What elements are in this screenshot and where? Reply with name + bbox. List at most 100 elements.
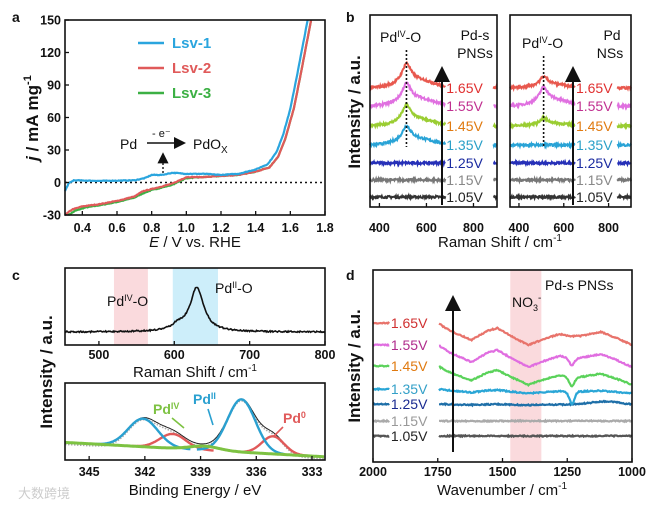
x-label-text: Raman Shift / cm	[133, 364, 248, 381]
x-label-text: Raman Shift / cm	[438, 234, 553, 251]
raman-spectrum-line	[64, 286, 326, 334]
spectrum-line-1.35V	[369, 124, 447, 149]
potential-label: 1.45V	[576, 118, 613, 134]
ftir-line-1.05V	[438, 433, 632, 439]
panel-b-left-title-line2: PNSs	[457, 45, 493, 61]
ftir-line-1.45V	[372, 364, 390, 368]
y-label-rest: / mA mg	[23, 85, 42, 156]
x-tick-label: 600	[553, 221, 574, 235]
ftir-line-1.05V	[372, 434, 390, 439]
annotation-pdox: PdOX	[193, 136, 228, 156]
spectrum-line-1.45V	[509, 113, 576, 130]
x-tick-label: 800	[315, 348, 336, 362]
x-tick-label: 800	[598, 221, 619, 235]
x-tick-label: 2000	[359, 465, 387, 479]
band-label-tail: -O	[133, 293, 149, 309]
x-tick-label: 400	[509, 221, 530, 235]
spectrum-line-1.45V	[616, 121, 632, 131]
ftir-line-1.45V	[438, 365, 632, 388]
xps-arrow-pd-0	[272, 426, 284, 438]
panel-c-y-axis-label: Intensity / a.u.	[37, 315, 56, 428]
plot-frame	[64, 267, 326, 346]
ftir-line-1.65V	[372, 321, 391, 326]
ftir-line-1.25V	[439, 399, 632, 408]
y-tick-label: -30	[43, 209, 61, 223]
spectrum-line-1.65V	[616, 84, 632, 92]
label-sup: II	[211, 391, 216, 401]
x-tick-label: 0.4	[74, 221, 91, 235]
x-tick-label: 600	[164, 348, 185, 362]
panel-d-x-axis-label: Wavenumber / cm-1	[437, 481, 567, 499]
potential-label: 1.65V	[576, 80, 613, 96]
ftir-line-1.55V	[438, 344, 633, 369]
y-tick-label: 150	[40, 14, 61, 28]
watermark: 大数跨境	[18, 486, 70, 501]
band-label-nitrate: NO3-	[512, 293, 541, 313]
xps-component-ii	[95, 417, 191, 451]
band-label-sup: II	[232, 280, 237, 290]
x-tick-label: 1250	[553, 465, 581, 479]
peak-label-tail: -O	[406, 29, 422, 45]
x-tick-label: 1.6	[282, 221, 299, 235]
panel-b-y-axis-label: Intensity / a.u.	[345, 55, 364, 168]
band-label-sup: IV	[124, 293, 133, 303]
spectrum-line-1.55V	[369, 81, 446, 110]
band-label-base: Pd	[107, 293, 124, 309]
xps-label-pd-iv: PdIV	[153, 401, 179, 417]
x-tick-label: 1750	[424, 465, 452, 479]
potential-label: 1.65V	[446, 80, 483, 96]
label-base: Pd	[153, 401, 171, 417]
peak-label-sup: IV	[539, 35, 548, 45]
panel-a-x-axis-label: E / V vs. RHE	[149, 234, 241, 251]
ftir-line-1.35V	[438, 387, 633, 406]
panel-c-raman-x-axis-label: Raman Shift / cm-1	[133, 363, 257, 381]
spectrum-line-1.65V	[369, 60, 447, 92]
potential-label: 1.25V	[576, 155, 613, 171]
x-tick-label: 1.2	[212, 221, 229, 235]
xps-label-pd-0: Pd0	[283, 410, 306, 426]
xps-envelope-line	[64, 398, 325, 458]
potential-label: 1.05V	[446, 189, 483, 205]
series-line-lsv-1	[63, 19, 309, 192]
x-tick-label: 1.4	[247, 221, 264, 235]
xps-label-pd-ii: PdII	[193, 391, 216, 407]
spectrum-line-1.45V	[369, 101, 447, 130]
x-tick-label: 336	[246, 465, 267, 479]
panel-b-left-title-line1: Pd-s	[461, 27, 490, 43]
potential-label: 1.35V	[576, 137, 613, 153]
legend-label-lsv-1: Lsv-1	[172, 35, 211, 52]
label-sup: IV	[171, 401, 180, 411]
potential-label: 1.55V	[391, 337, 428, 353]
peak-label-base: Pd	[380, 29, 397, 45]
x-tick-label: 1.0	[178, 221, 195, 235]
panel-c-xps-chart: 345 342 339 336 333	[64, 382, 326, 479]
potential-label: 1.05V	[576, 189, 613, 205]
label-sup: 0	[301, 410, 306, 420]
spectrum-line-1.15V	[369, 175, 447, 185]
x-tick-label: 1000	[618, 465, 646, 479]
x-tick-label: 0.6	[108, 221, 125, 235]
annotation-pd: Pd	[120, 136, 137, 152]
panel-a-lsv-chart: 0.4 0.6 0.8 1.0 1.2 1.4 1.6 1.8 -30 0 30 60 90 120 150	[40, 14, 334, 236]
spectrum-line-1.55V	[509, 84, 576, 110]
panel-letter-b: b	[346, 9, 355, 25]
ftir-line-1.65V	[438, 322, 633, 347]
spectrum-line-1.65V	[509, 74, 576, 93]
x-tick-label: 400	[369, 221, 390, 235]
band-label-base: Pd	[215, 280, 232, 296]
spectrum-line-1.35V	[616, 140, 632, 150]
x-tick-label: 800	[463, 221, 484, 235]
potential-label: 1.15V	[446, 172, 483, 188]
xps-component-ii	[196, 398, 286, 456]
spectrum-line-1.15V	[509, 175, 576, 185]
xps-background-pd-iv	[64, 440, 325, 459]
y-label-sup: -1	[22, 75, 34, 85]
y-tick-label: 30	[47, 144, 61, 158]
x-tick-label: 500	[88, 348, 109, 362]
band-label-base: NO	[512, 294, 533, 310]
potential-label: 1.35V	[391, 381, 428, 397]
x-tick-label: 1.8	[316, 221, 333, 235]
potential-label: 1.25V	[446, 155, 483, 171]
panel-c-raman-chart: 500 600 700 800	[64, 267, 336, 362]
